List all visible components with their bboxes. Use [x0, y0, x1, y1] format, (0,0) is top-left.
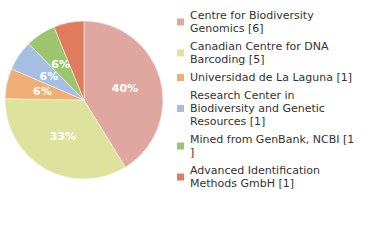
svg-text:]: ]	[190, 146, 194, 159]
svg-text:Barcoding [5]: Barcoding [5]	[190, 53, 264, 66]
svg-text:33%: 33%	[50, 130, 76, 143]
svg-text:6%: 6%	[33, 85, 52, 98]
svg-text:Resources [1]: Resources [1]	[190, 115, 265, 128]
svg-text:Canadian Centre for DNA: Canadian Centre for DNA	[190, 40, 332, 53]
svg-text:6%: 6%	[40, 70, 59, 83]
svg-text:40%: 40%	[112, 82, 138, 95]
svg-text:Universidad de La Laguna [1]: Universidad de La Laguna [1]	[190, 71, 352, 84]
svg-text:Centre for Biodiversity: Centre for Biodiversity	[190, 9, 317, 22]
svg-text:Advanced Identification: Advanced Identification	[190, 164, 323, 177]
svg-text:Mined from GenBank, NCBI [1: Mined from GenBank, NCBI [1	[190, 133, 354, 146]
svg-text:Methods GmbH [1]: Methods GmbH [1]	[190, 177, 294, 190]
svg-text:Genomics [6]: Genomics [6]	[190, 22, 264, 35]
svg-text:Biodiversity and Genetic: Biodiversity and Genetic	[190, 102, 328, 115]
svg-text:Research Center in: Research Center in	[190, 89, 298, 102]
svg-text:6%: 6%	[51, 58, 70, 71]
